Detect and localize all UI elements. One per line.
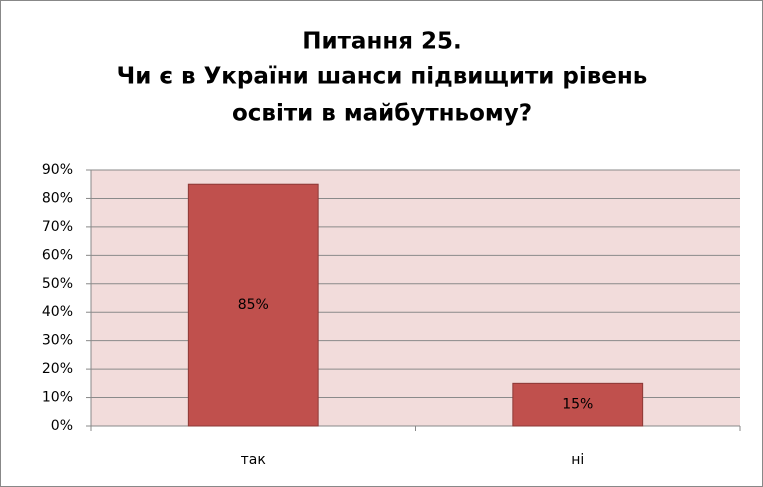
y-tick-label: 50%: [42, 276, 73, 292]
y-tick-label: 10%: [42, 390, 73, 406]
x-tick-label: ні: [571, 452, 584, 468]
y-tick-label: 70%: [42, 219, 73, 235]
y-tick-label: 40%: [42, 304, 73, 320]
x-tick-label: так: [241, 452, 266, 468]
y-tick-label: 60%: [42, 247, 73, 263]
chart-title: Питання 25.: [302, 29, 462, 55]
y-tick-label: 0%: [51, 418, 73, 434]
data-label: 85%: [238, 297, 269, 313]
y-tick-label: 20%: [42, 361, 73, 377]
bar: [512, 382, 644, 427]
y-tick-label: 30%: [42, 333, 73, 349]
chart-title: освіти в майбутньому?: [232, 101, 532, 127]
data-label: 15%: [562, 397, 593, 413]
chart-title: Чи є в України шанси підвищити рівень: [117, 64, 648, 90]
y-tick-label: 80%: [42, 190, 73, 206]
y-tick-label: 90%: [42, 162, 73, 178]
bar: [187, 183, 319, 427]
